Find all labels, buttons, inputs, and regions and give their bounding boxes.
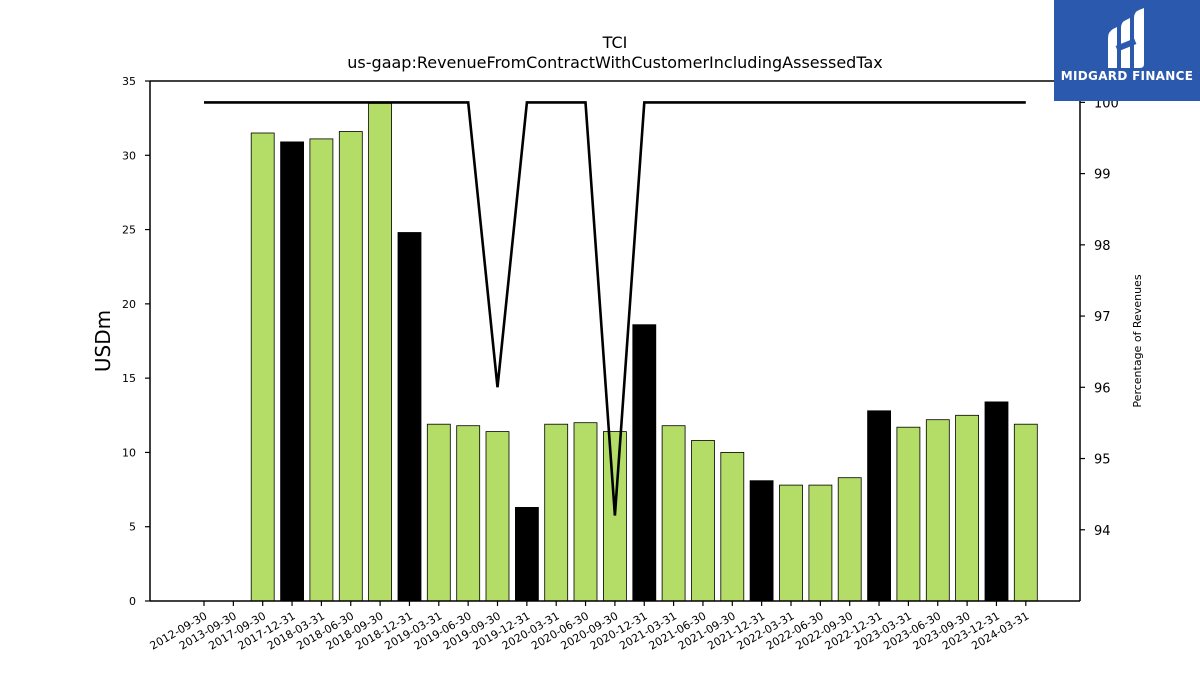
bar-2023-06-30 [925, 419, 950, 602]
y2-tick-label-99: 99 [1094, 168, 1111, 183]
bar-2018-06-30 [338, 131, 363, 602]
y2-tick-label-95: 95 [1094, 453, 1111, 468]
y-tick-label-30: 30 [122, 149, 136, 162]
bar-2020-09-30 [603, 431, 627, 602]
bar-2023-12-31 [984, 401, 1009, 602]
bar-2022-06-30 [808, 484, 833, 602]
bar-2022-03-31 [779, 484, 803, 602]
midgard-finance-logo: MIDGARD FINANCE [1054, 0, 1200, 101]
y2-tick-label-94: 94 [1094, 524, 1111, 539]
y-tick-label-0: 0 [129, 595, 136, 608]
bar-2021-09-30 [720, 451, 745, 602]
bar-2020-12-31 [632, 324, 657, 602]
chart-subtitle: us-gaap:RevenueFromContractWithCustomerI… [347, 53, 882, 72]
percentage-line-series [204, 101, 1026, 516]
y2-tick-label-98: 98 [1094, 239, 1111, 254]
bar-2024-03-31 [1013, 423, 1038, 602]
bar-2019-09-30 [485, 431, 510, 602]
bar-2018-12-31 [397, 232, 422, 602]
bar-2019-03-31 [426, 423, 451, 602]
y-tick-label-15: 15 [122, 372, 136, 385]
y-axis-label: USDm [91, 310, 115, 372]
y-tick-label-5: 5 [129, 521, 136, 534]
y-tick-label-10: 10 [122, 446, 136, 459]
brand-name: MIDGARD FINANCE [1060, 69, 1194, 83]
y2-axis-label: Percentage of Revenues [1131, 274, 1144, 407]
bar-2017-09-30 [250, 132, 275, 602]
bar-2019-12-31 [515, 506, 539, 602]
bar-2019-06-30 [456, 425, 481, 602]
y2-tick-label-96: 96 [1094, 381, 1111, 396]
bar-series [250, 102, 1038, 602]
midgard-m-logo-icon [1108, 8, 1144, 68]
bar-2017-12-31 [280, 141, 305, 602]
bar-2023-03-31 [896, 426, 921, 602]
percentage-line [204, 101, 1026, 516]
y-tick-label-25: 25 [122, 224, 136, 237]
bar-2020-06-30 [573, 422, 598, 602]
y-tick-label-20: 20 [122, 298, 136, 311]
bar-2021-12-31 [749, 480, 774, 602]
bar-2023-09-30 [955, 414, 979, 602]
bar-2020-03-31 [544, 423, 569, 602]
bar-2021-06-30 [691, 440, 715, 602]
bar-2018-03-31 [309, 138, 334, 602]
bar-2018-09-30 [368, 102, 393, 602]
bar-2022-09-30 [837, 477, 862, 602]
chart-title: TCI [602, 33, 628, 52]
y2-tick-label-97: 97 [1094, 310, 1111, 325]
bar-2022-12-31 [867, 410, 891, 602]
y-tick-label-35: 35 [122, 75, 136, 88]
bar-2021-03-31 [661, 425, 686, 602]
